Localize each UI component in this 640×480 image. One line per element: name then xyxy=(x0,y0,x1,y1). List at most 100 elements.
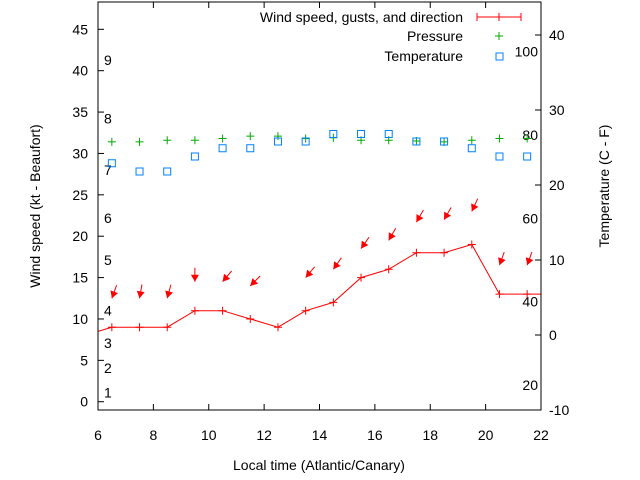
y-tick-label: 40 xyxy=(72,63,88,79)
wind-gust-arrowhead xyxy=(471,203,479,212)
wind-gust-arrowhead xyxy=(444,211,452,220)
temperature-point xyxy=(218,144,227,153)
y-tick-label: 35 xyxy=(72,104,88,120)
temperature-point xyxy=(495,152,504,161)
x-axis-label: Local time (Atlantic/Canary) xyxy=(233,457,405,473)
y-tick-label: 5 xyxy=(80,352,88,368)
wind-gust-arrowhead xyxy=(305,269,314,278)
y2-axis-label: Temperature (C - F) xyxy=(596,125,612,248)
wind-speed-point xyxy=(467,240,476,249)
y-tick-label: 45 xyxy=(72,21,88,37)
wind-gust-arrowhead xyxy=(136,290,145,299)
legend-sample-wind xyxy=(476,13,522,21)
temperature-point xyxy=(190,152,199,161)
wind-gust-arrowhead xyxy=(388,232,396,241)
y-tick-label: 30 xyxy=(72,145,88,161)
y2-tick-label: 30 xyxy=(549,102,565,118)
temperature-point xyxy=(273,137,282,146)
wind-gust-arrowhead xyxy=(222,273,231,282)
fahrenheit-label: 60 xyxy=(522,210,538,226)
temperature-point xyxy=(246,144,255,153)
fahrenheit-label: 40 xyxy=(522,294,538,310)
y2-tick-label: -10 xyxy=(549,402,569,418)
wind-speed-point xyxy=(246,314,255,323)
wind-speed-point xyxy=(523,290,532,299)
fahrenheit-label: 80 xyxy=(522,127,538,143)
temperature-point xyxy=(523,152,532,161)
y2-tick-label: 20 xyxy=(549,177,565,193)
y-tick-label: 15 xyxy=(72,270,88,286)
beaufort-label: 5 xyxy=(104,252,112,268)
wind-speed-point xyxy=(384,265,393,274)
x-tick-label: 12 xyxy=(256,427,272,443)
beaufort-label: 7 xyxy=(104,162,112,178)
wind-speed-point xyxy=(440,248,449,257)
x-tick-label: 20 xyxy=(478,427,494,443)
temperature-point xyxy=(412,137,421,146)
wind-speed-point xyxy=(301,306,310,315)
x-tick-label: 10 xyxy=(201,427,217,443)
wind-speed-point xyxy=(495,290,504,299)
y-tick-label: 25 xyxy=(72,187,88,203)
fahrenheit-label: 20 xyxy=(522,377,538,393)
pressure-point xyxy=(218,134,227,143)
pressure-point xyxy=(273,132,282,141)
wind-gust-arrowhead xyxy=(190,274,199,282)
wind-speed-point xyxy=(357,273,366,282)
beaufort-label: 3 xyxy=(104,335,112,351)
x-tick-label: 16 xyxy=(367,427,383,443)
beaufort-label: 2 xyxy=(104,360,112,376)
wind-speed-point xyxy=(412,248,421,257)
wind-gust-arrowhead xyxy=(110,290,118,299)
temperature-point xyxy=(384,130,393,138)
wind-speed-point xyxy=(107,323,116,332)
temperature-point xyxy=(163,167,172,176)
y-tick-label: 10 xyxy=(72,311,88,327)
y2-tick-label: 10 xyxy=(549,252,565,268)
pressure-point xyxy=(190,136,199,145)
legend-label-temperature: Temperature xyxy=(384,48,463,64)
temperature-point xyxy=(329,130,338,138)
y-tick-label: 20 xyxy=(72,228,88,244)
pressure-point xyxy=(107,137,116,146)
temperature-point xyxy=(301,137,310,146)
pressure-point xyxy=(467,136,476,145)
wind-speed-line xyxy=(97,243,541,332)
y2-tick-label: 40 xyxy=(549,27,565,43)
pressure-point xyxy=(301,134,310,143)
pressure-point xyxy=(135,137,144,146)
pressure-point xyxy=(163,136,172,145)
beaufort-label: 6 xyxy=(104,210,112,226)
wind-speed-point xyxy=(190,306,199,315)
temperature-point xyxy=(107,159,116,168)
wind-gust-arrowhead xyxy=(525,257,534,266)
beaufort-label: 9 xyxy=(104,52,112,68)
wind-speed-point xyxy=(163,323,172,332)
wind-gust-arrowhead xyxy=(165,290,173,299)
beaufort-label: 4 xyxy=(104,303,112,319)
beaufort-label: 8 xyxy=(104,111,112,127)
plot-frame xyxy=(97,1,542,411)
fahrenheit-label: 100 xyxy=(515,44,539,60)
x-tick-label: 22 xyxy=(533,427,549,443)
wind-speed-point xyxy=(218,306,227,315)
temperature-point xyxy=(467,144,476,153)
legend-sample-pressure xyxy=(495,32,503,40)
pressure-point xyxy=(495,134,504,143)
y2-tick-label: 0 xyxy=(549,327,557,343)
y-axis-label: Wind speed (kt - Beaufort) xyxy=(27,124,43,287)
legend: Wind speed, gusts, and direction Pressur… xyxy=(260,9,522,64)
wind-gust-arrowhead xyxy=(416,214,424,223)
wind-speed-point xyxy=(329,298,338,307)
wind-speed-point xyxy=(273,323,282,332)
wind-gust-arrowhead xyxy=(498,257,506,266)
x-tick-label: 8 xyxy=(149,427,157,443)
temperature-point xyxy=(357,130,366,138)
temperature-point xyxy=(440,137,449,146)
pressure-point xyxy=(246,132,255,141)
legend-sample-temperature xyxy=(495,52,504,61)
beaufort-label: 1 xyxy=(104,385,112,401)
pressure-point xyxy=(523,134,532,143)
legend-label-wind: Wind speed, gusts, and direction xyxy=(260,9,463,25)
